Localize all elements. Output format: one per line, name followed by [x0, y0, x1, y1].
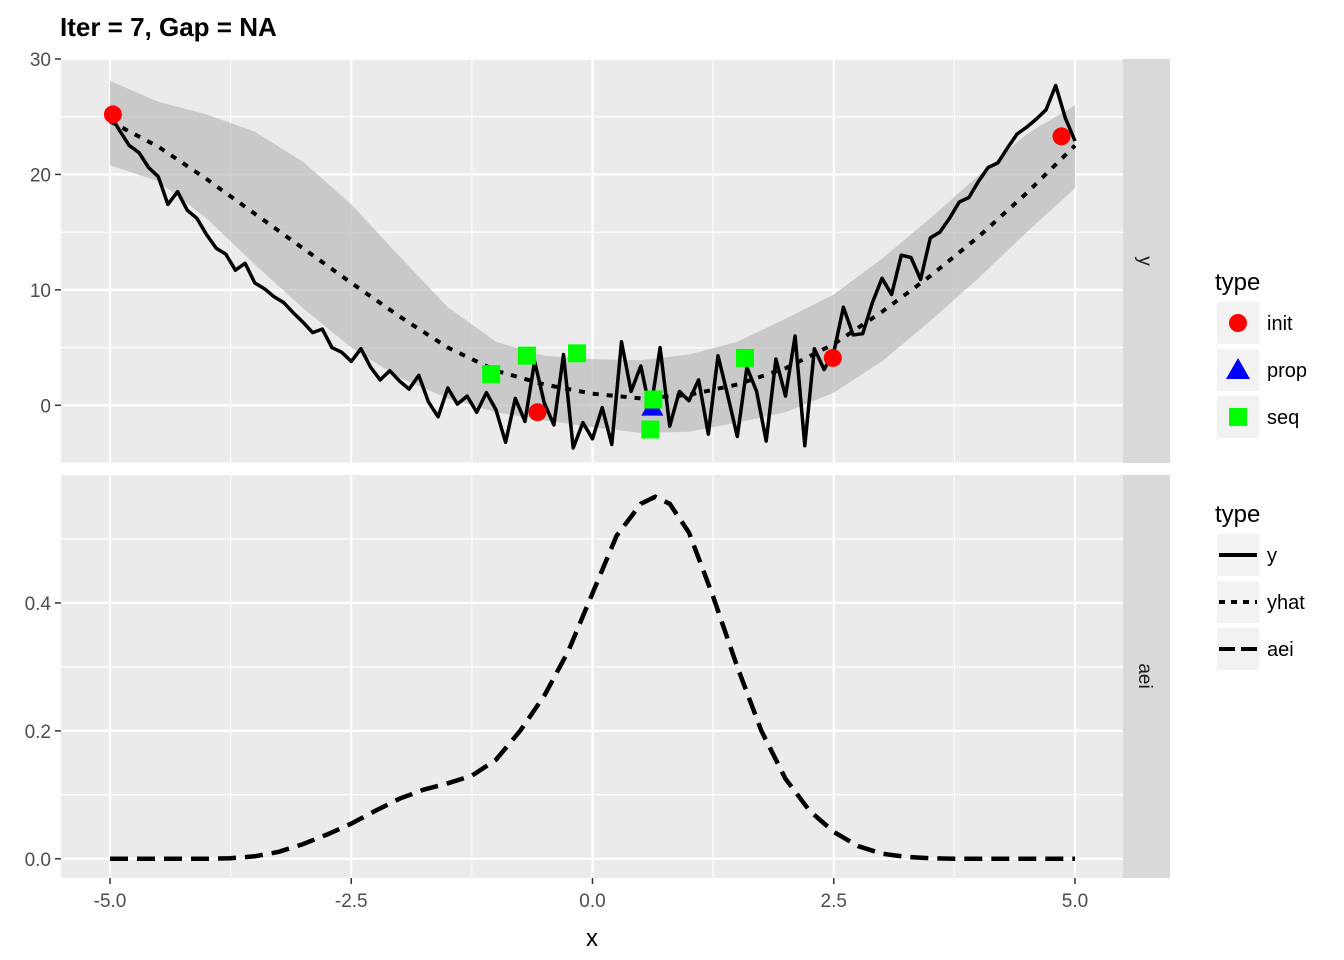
points-layer — [103, 105, 1071, 439]
panel-aei-gridlines — [61, 475, 1123, 878]
point-init — [103, 105, 122, 124]
chart-title: Iter = 7, Gap = NA — [60, 12, 277, 42]
point-seq — [735, 348, 754, 367]
strip-y-background — [1123, 59, 1170, 463]
legend-key-seq — [1229, 408, 1247, 426]
legend-label-yhat: yhat — [1267, 592, 1305, 614]
legend-label-seq: seq — [1267, 407, 1299, 429]
x-axis-title: x — [586, 925, 598, 952]
panel-y: y 0 10 20 30 — [30, 50, 1170, 464]
legend-label-init: init — [1267, 313, 1293, 335]
legend-label-aei: aei — [1267, 639, 1294, 661]
point-seq — [644, 390, 663, 409]
point-seq — [517, 346, 536, 365]
strip-y-label: y — [1134, 256, 1155, 266]
strip-aei-label: aei — [1134, 663, 1155, 688]
point-seq — [568, 344, 587, 363]
legend-title: type — [1215, 501, 1260, 528]
x-tick-label: 2.5 — [821, 891, 847, 912]
y-tick-label: 10 — [30, 281, 51, 302]
legend-label-y: y — [1267, 545, 1277, 567]
point-init — [528, 403, 547, 422]
point-init — [1052, 127, 1071, 146]
legend-label-prop: prop — [1267, 360, 1307, 382]
legend-key-prop — [1226, 358, 1250, 379]
x-tick-label: 5.0 — [1062, 891, 1088, 912]
y-tick-label: 30 — [30, 50, 51, 71]
legend-title: type — [1215, 269, 1260, 296]
panel-y-y-axis: 0 10 20 30 — [30, 50, 61, 417]
y-tick-label: 0 — [40, 396, 51, 417]
point-seq — [482, 365, 501, 384]
y-tick-label: 0.0 — [25, 850, 51, 871]
y-tick-label: 0.4 — [25, 594, 52, 615]
panel-aei-y-axis: 0.0 0.2 0.4 — [25, 594, 61, 871]
point-seq — [641, 420, 660, 439]
series-aei-line — [110, 494, 1075, 862]
x-tick-label: -2.5 — [335, 891, 368, 912]
y-tick-label: 20 — [30, 165, 51, 186]
series-y-line — [108, 83, 1077, 450]
x-tick-label: 0.0 — [579, 891, 605, 912]
strip-aei-background — [1123, 475, 1170, 878]
panel-aei: aei 0.0 0.2 0.4 — [25, 475, 1170, 878]
legend-key-init — [1229, 314, 1247, 332]
x-tick-label: -5.0 — [94, 891, 127, 912]
point-init — [823, 348, 842, 367]
y-tick-label: 0.2 — [25, 722, 51, 743]
x-axis: -5.0 -2.5 0.0 2.5 5.0 — [94, 878, 1088, 912]
